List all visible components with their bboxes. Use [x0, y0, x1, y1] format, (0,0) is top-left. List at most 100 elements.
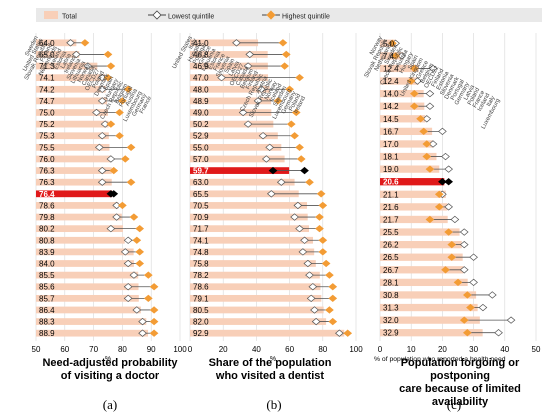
legend-graphic: Total Lowest quintile Highest quintile — [44, 10, 330, 21]
bar — [190, 51, 268, 58]
value-label: 79.8 — [39, 213, 55, 222]
caption-c: Population forgoing or postponing care b… — [399, 357, 521, 408]
lowest-marker — [66, 39, 75, 47]
lowest-marker — [123, 283, 133, 291]
bar — [36, 202, 119, 209]
highest-marker — [422, 152, 432, 161]
lowest-marker — [232, 39, 241, 47]
bar — [190, 167, 290, 174]
highest-marker — [459, 316, 469, 324]
value-label: 76.3 — [39, 167, 55, 176]
lowest-marker — [106, 155, 116, 163]
bar — [190, 143, 282, 151]
lowest-marker — [300, 236, 309, 244]
highest-marker — [135, 224, 145, 233]
value-label: 88.3 — [39, 318, 55, 327]
bar — [190, 85, 270, 93]
value-label: 19.0 — [383, 165, 399, 174]
lowest-marker — [450, 215, 460, 224]
value-label: 75.3 — [39, 132, 55, 141]
x-axis-label: % of population who reported a health ne… — [374, 356, 506, 363]
x-tick-label: 30 — [469, 345, 478, 354]
bar — [190, 248, 315, 256]
lowest-marker — [459, 266, 469, 274]
bar — [190, 271, 320, 279]
value-label: 52.9 — [193, 132, 209, 141]
highest-marker — [126, 143, 136, 152]
bar — [36, 178, 112, 186]
highest-marker — [441, 266, 450, 274]
bar — [190, 225, 310, 233]
x-axis-label: % — [105, 356, 111, 363]
value-label: 21.6 — [383, 203, 399, 212]
value-label: 78.2 — [193, 271, 209, 280]
lowest-marker — [487, 291, 497, 299]
highest-marker — [438, 178, 447, 186]
lowest-marker — [298, 248, 308, 256]
highest-marker — [129, 213, 139, 221]
x-tick-label: 100 — [173, 345, 187, 354]
bar — [36, 74, 106, 82]
lowest-marker — [459, 240, 469, 249]
lowest-marker — [123, 294, 133, 303]
value-label: 26.2 — [383, 241, 399, 250]
highest-marker — [123, 85, 133, 93]
x-tick-label: 60 — [285, 345, 294, 354]
x-tick-label: 10 — [407, 345, 416, 354]
bar — [190, 294, 322, 302]
value-label: 46.9 — [193, 62, 209, 71]
lowest-marker — [106, 224, 116, 233]
highest-marker — [278, 39, 288, 47]
value-label: 41.0 — [193, 39, 209, 48]
highest-marker — [406, 77, 416, 85]
bar — [380, 89, 424, 98]
lowest-marker — [293, 201, 303, 210]
value-label: 78.6 — [39, 201, 55, 210]
highest-marker — [149, 317, 159, 326]
bar — [380, 127, 433, 136]
highest-marker — [132, 236, 142, 244]
value-label: 88.9 — [39, 329, 55, 338]
caption-b: Share of the population who visited a de… — [208, 357, 332, 382]
bar — [380, 291, 477, 299]
lowest-marker — [253, 97, 263, 105]
lowest-marker — [132, 306, 142, 314]
lowest-marker — [494, 329, 503, 337]
panel-label-a: (a) — [102, 397, 118, 412]
highest-marker — [295, 143, 304, 152]
highest-marker — [328, 283, 338, 291]
bar — [36, 167, 112, 174]
value-label: 21.1 — [383, 190, 399, 199]
highest-marker — [149, 306, 159, 314]
bar — [190, 109, 272, 116]
lowest-marker — [217, 73, 226, 82]
lowest-marker — [97, 132, 107, 140]
value-label: 18.1 — [383, 153, 399, 162]
bar — [36, 260, 134, 267]
bar — [380, 316, 480, 324]
highest-marker — [280, 62, 289, 70]
value-label: 50.2 — [193, 120, 209, 129]
highest-marker — [109, 190, 119, 198]
value-label: 74.8 — [193, 248, 209, 257]
bar — [190, 97, 272, 105]
highest-marker — [135, 248, 145, 256]
lowest-marker — [97, 73, 107, 82]
bar — [190, 318, 327, 325]
bar — [380, 203, 448, 211]
lowest-marker — [295, 224, 304, 233]
value-label: 71.3 — [39, 62, 55, 71]
highest-marker — [343, 329, 353, 337]
x-tick-label: 0 — [378, 345, 383, 354]
bar — [190, 120, 274, 128]
highest-marker — [391, 52, 400, 60]
x-tick-label: 50 — [532, 345, 541, 354]
bar — [380, 215, 448, 224]
lowest-marker — [138, 317, 147, 326]
bar — [380, 39, 396, 47]
bar — [380, 64, 419, 73]
x-tick-label: 50 — [32, 345, 41, 354]
value-label: 63.0 — [193, 178, 209, 187]
bar — [190, 178, 295, 186]
highest-marker — [325, 306, 334, 314]
